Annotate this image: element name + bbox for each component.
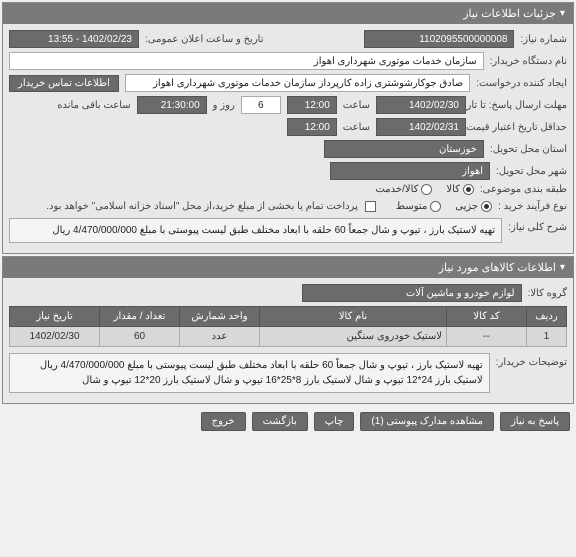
days-unit-label: روز و — [213, 100, 235, 111]
table-row[interactable]: 1 -- لاستیک خودروی سنگین عدد 60 1402/02/… — [10, 327, 567, 347]
time-label-2: ساعت — [343, 122, 370, 133]
radio-icon — [463, 184, 474, 195]
radio-minor[interactable]: جزیی — [455, 201, 492, 212]
col-unit: واحد شمارش — [180, 307, 260, 327]
exit-button[interactable]: خروج — [201, 412, 246, 431]
radio-icon — [430, 201, 441, 212]
cell-qty: 60 — [100, 327, 180, 347]
radio-medium[interactable]: متوسط — [396, 201, 441, 212]
buyer-desc-box: تهیه لاستیک بارز ، تیوپ و شال جمعاً 60 ح… — [9, 353, 490, 393]
chevron-down-icon: ▾ — [560, 8, 565, 19]
deadline-date-field: 1402/02/30 — [376, 96, 466, 114]
panel-header-details[interactable]: ▾ جزئیات اطلاعات نیاز — [3, 3, 573, 24]
creator-label: ایجاد کننده درخواست: — [476, 78, 567, 89]
radio-minor-label: جزیی — [455, 201, 478, 212]
category-radio-group: کالا کالا/خدمت — [375, 184, 473, 195]
radio-goods[interactable]: کالا — [446, 184, 474, 195]
attachments-button[interactable]: مشاهده مدارک پیوستی (1) — [360, 412, 494, 431]
action-bar: پاسخ به نیاز مشاهده مدارک پیوستی (1) چاپ… — [0, 406, 576, 437]
process-radio-group: جزیی متوسط — [396, 201, 492, 212]
contact-info-button[interactable]: اطلاعات تماس خریدار — [9, 75, 119, 92]
radio-goods-label: کالا — [446, 184, 460, 195]
col-date: تاریخ نیاز — [10, 307, 100, 327]
summary-label: شرح کلی نیاز: — [508, 218, 567, 233]
creator-field: صادق جوکارشوشتری زاده کارپرداز سازمان خد… — [125, 74, 470, 92]
process-label: نوع فرآیند خرید : — [498, 201, 567, 212]
radio-icon — [481, 201, 492, 212]
respond-button[interactable]: پاسخ به نیاز — [500, 412, 570, 431]
radio-medium-label: متوسط — [396, 201, 427, 212]
print-button[interactable]: چاپ — [314, 412, 355, 431]
city-label: شهر محل تحویل: — [496, 166, 567, 177]
col-code: کد کالا — [447, 307, 527, 327]
need-no-label: شماره نیاز: — [520, 34, 567, 45]
validity-time-field: 12:00 — [287, 118, 337, 136]
group-label: گروه کالا: — [528, 288, 567, 299]
deadline-time-field: 12:00 — [287, 96, 337, 114]
group-field: لوازم خودرو و ماشین آلات — [302, 284, 522, 302]
radio-service-label: کالا/خدمت — [375, 184, 418, 195]
province-label: استان محل تحویل: — [490, 144, 567, 155]
panel-title: جزئیات اطلاعات نیاز — [463, 7, 556, 20]
col-qty: تعداد / مقدار — [100, 307, 180, 327]
city-field: اهواز — [330, 162, 490, 180]
need-details-panel: ▾ جزئیات اطلاعات نیاز شماره نیاز: 110209… — [2, 2, 574, 254]
buyer-desc-label: توضیحات خریدار: — [496, 353, 567, 368]
validity-label: حداقل تاریخ اعتبار قیمت: تا تاریخ: — [472, 122, 567, 133]
treasury-note: پرداخت تمام یا بخشی از مبلغ خرید،از محل … — [42, 199, 362, 214]
treasury-checkbox-item[interactable]: پرداخت تمام یا بخشی از مبلغ خرید،از محل … — [42, 199, 376, 214]
days-field: 6 — [241, 96, 281, 114]
col-row: ردیف — [527, 307, 567, 327]
announce-label: تاریخ و ساعت اعلان عمومی: — [145, 34, 264, 45]
checkbox-icon — [365, 201, 376, 212]
cell-code: -- — [447, 327, 527, 347]
table-header-row: ردیف کد کالا نام کالا واحد شمارش تعداد /… — [10, 307, 567, 327]
cell-unit: عدد — [180, 327, 260, 347]
goods-table: ردیف کد کالا نام کالا واحد شمارش تعداد /… — [9, 306, 567, 347]
time-label-1: ساعت — [343, 100, 370, 111]
buyer-field: سازمان خدمات موتوری شهرداری اهواز — [9, 52, 484, 70]
buyer-label: نام دستگاه خریدار: — [490, 56, 567, 67]
summary-box: تهیه لاستیک بارز ، تیوپ و شال جمعاً 60 ح… — [9, 218, 502, 243]
panel-title-goods: اطلاعات کالاهای مورد نیاز — [439, 261, 556, 274]
countdown-field: 21:30:00 — [137, 96, 207, 114]
announce-field: 1402/02/23 - 13:55 — [9, 30, 139, 48]
need-no-field: 1102095500000008 — [364, 30, 514, 48]
back-button[interactable]: بازگشت — [252, 412, 308, 431]
province-field: خوزستان — [324, 140, 484, 158]
deadline-label: مهلت ارسال پاسخ: تا تاریخ: — [472, 100, 567, 111]
goods-info-panel: ▾ اطلاعات کالاهای مورد نیاز گروه کالا: ل… — [2, 256, 574, 404]
chevron-down-icon: ▾ — [560, 262, 565, 273]
cell-row: 1 — [527, 327, 567, 347]
panel-body-goods: گروه کالا: لوازم خودرو و ماشین آلات ردیف… — [3, 278, 573, 403]
category-label: طبقه بندی موضوعی: — [480, 184, 567, 195]
remain-label: ساعت باقی مانده — [57, 100, 130, 111]
radio-goods-service[interactable]: کالا/خدمت — [375, 184, 432, 195]
cell-name: لاستیک خودروی سنگین — [260, 327, 447, 347]
cell-date: 1402/02/30 — [10, 327, 100, 347]
validity-date-field: 1402/02/31 — [376, 118, 466, 136]
panel-header-goods[interactable]: ▾ اطلاعات کالاهای مورد نیاز — [3, 257, 573, 278]
radio-icon — [421, 184, 432, 195]
panel-body-details: شماره نیاز: 1102095500000008 تاریخ و ساع… — [3, 24, 573, 253]
col-name: نام کالا — [260, 307, 447, 327]
